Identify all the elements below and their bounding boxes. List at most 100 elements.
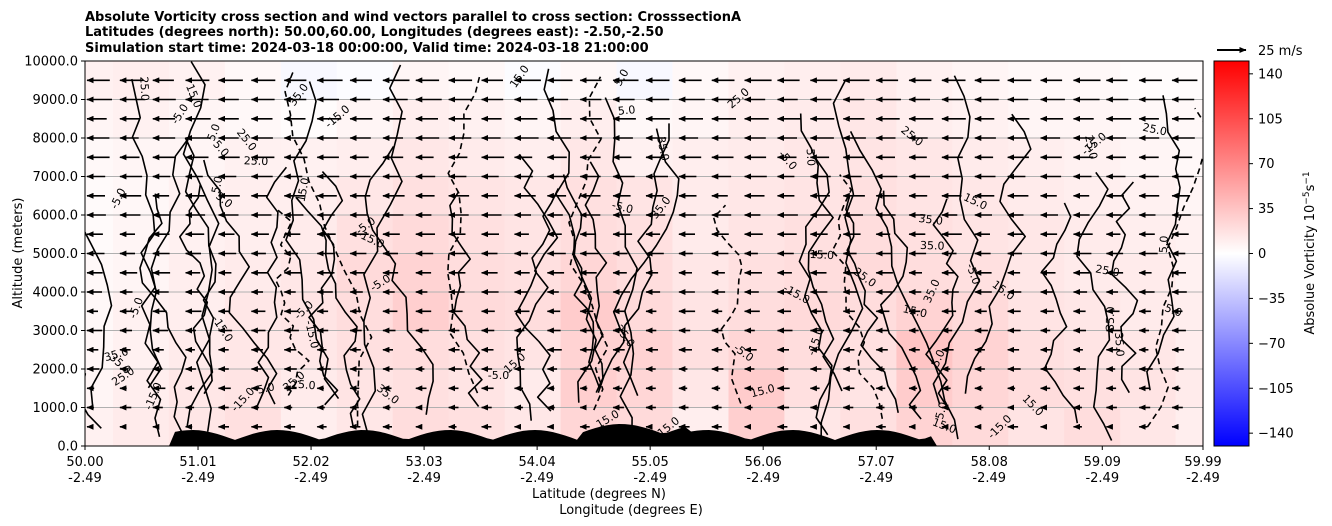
contour-line-negative — [568, 76, 609, 411]
chart-title-line-1: Absolute Vorticity cross section and win… — [85, 10, 741, 25]
contour-label: 5.0 — [209, 175, 225, 195]
contour-line — [820, 80, 864, 446]
x-tick-label-lat: 54.04 — [519, 455, 556, 470]
contour-label: 25.0 — [1082, 134, 1100, 161]
contour-line — [285, 81, 340, 400]
contour-label: -15.0 — [302, 319, 321, 350]
y-tick-label: 9000.0 — [33, 93, 79, 108]
quiver-key: 25 m/s — [1217, 44, 1303, 59]
contour-line-negative — [274, 209, 310, 396]
contour-label: 35.0 — [1112, 332, 1127, 357]
contour-line — [515, 188, 560, 412]
contour-label: 35.0 — [654, 135, 671, 162]
plot-area: 5.0 15.0 25.0 35.0 -5.0 -15.0 5.0 15.0 25.0 35.0 -… — [84, 60, 1204, 447]
contour-line — [1146, 95, 1181, 391]
chart-title-line-2: Latitudes (degrees north): 50.00,60.00, … — [85, 25, 664, 40]
contour-line — [308, 171, 344, 406]
colorbar: 140 105 70 35 0 −35 −70 −105 −140 Absolue Vortic… — [1213, 60, 1318, 447]
contour-label: 25.0 — [137, 76, 151, 101]
contour-label: 5.0 — [256, 380, 276, 396]
y-tick-label: 6000.0 — [33, 209, 79, 224]
x-tick-label-lon: -2.49 — [407, 471, 441, 486]
contour-label: -5.0 — [488, 369, 509, 382]
contour-label: 25.0 — [291, 377, 317, 392]
vorticity-cell — [728, 330, 785, 370]
x-tick-label-lat: 50.00 — [66, 455, 103, 470]
x-tick-label-lon: -2.49 — [181, 471, 215, 486]
y-tick-label: 10000.0 — [24, 55, 78, 70]
colorbar-ticks: 140 105 70 35 0 −35 −70 −105 −140 — [1249, 67, 1294, 442]
contour-line — [255, 166, 288, 408]
x-tick-label-lat: 57.07 — [858, 455, 895, 470]
contour-line — [184, 137, 217, 427]
contour-line — [597, 123, 670, 394]
contour-label: 5.0 — [929, 348, 948, 369]
contour-label: 35.0 — [920, 239, 945, 253]
x-tick-label-lon: -2.49 — [633, 471, 667, 486]
contour-line — [584, 161, 608, 393]
quiver-key-label: 25 m/s — [1258, 44, 1303, 59]
colorbar-tick-label: −105 — [1258, 382, 1294, 397]
colorbar-tick-label: −140 — [1258, 427, 1294, 442]
contour-line — [1040, 202, 1079, 424]
contour-label: 25.0 — [1141, 121, 1168, 139]
y-tick-label: 5000.0 — [33, 247, 79, 262]
x-tick-label-lat: 51.01 — [179, 455, 216, 470]
contour-line-negative — [712, 204, 743, 404]
x-tick-label-lon: -2.49 — [1085, 471, 1119, 486]
x-tick-label-lon: -2.49 — [859, 471, 893, 486]
x-axis-label-longitude: Longitude (degrees E) — [559, 503, 703, 518]
chart-title-line-3: Simulation start time: 2024-03-18 00:00:… — [85, 41, 649, 56]
contour-line — [516, 153, 559, 421]
y-tick-label: 3000.0 — [33, 324, 79, 339]
y-tick-label: 8000.0 — [33, 132, 79, 147]
x-tick-label-lat: 58.08 — [971, 455, 1008, 470]
x-tick-label-lat: 55.05 — [632, 455, 669, 470]
vorticity-cell — [168, 369, 226, 408]
y-axis-label: Altitude (meters) — [11, 198, 26, 309]
contour-label: -5.0 — [611, 199, 635, 217]
colorbar-tick-label: 35 — [1258, 202, 1275, 217]
contour-line — [880, 190, 922, 420]
contour-label: 15.0 — [749, 382, 776, 401]
contour-line — [179, 184, 213, 395]
vorticity-cell — [616, 369, 674, 408]
contour-label: 15.0 — [809, 248, 834, 262]
contour-line — [543, 68, 597, 403]
contour-line — [140, 137, 190, 437]
contour-line — [85, 230, 113, 409]
x-tick-label-lat: 52.02 — [292, 455, 329, 470]
x-tick-label-lat: 59.99 — [1184, 455, 1221, 470]
contour-line — [203, 159, 278, 405]
x-tick-label-lat: 56.06 — [745, 455, 782, 470]
y-tick-label: 0.0 — [57, 440, 78, 455]
contour-line — [1076, 171, 1113, 441]
x-axis-label-latitude: Latitude (degrees N) — [532, 487, 666, 502]
y-tick-label: 2000.0 — [33, 363, 79, 378]
y-tick-label: 7000.0 — [33, 170, 79, 185]
x-tick-label-lon: -2.49 — [746, 471, 780, 486]
contour-lines — [85, 61, 1203, 446]
x-tick-label-lat: 59.09 — [1084, 455, 1121, 470]
contour-label: 35.0 — [918, 212, 944, 228]
colorbar-gradient — [1213, 60, 1250, 447]
contour-line — [845, 195, 899, 413]
contour-line-negative — [1146, 107, 1203, 428]
contour-label: 25.0 — [244, 154, 269, 168]
contour-line — [798, 157, 833, 436]
y-tick-label: 1000.0 — [33, 401, 79, 416]
colorbar-tick-label: −70 — [1258, 337, 1285, 352]
contour-line — [613, 128, 680, 396]
y-axis-ticks: 0.0 1000.0 2000.0 3000.0 4000.0 5000.0 6000.0 7… — [24, 55, 85, 455]
contour-label: 5.0 — [1157, 235, 1171, 253]
contour-line — [1110, 181, 1139, 394]
colorbar-tick-label: 70 — [1258, 157, 1275, 172]
colorbar-tick-label: 140 — [1258, 67, 1283, 82]
contour-line — [364, 145, 434, 415]
contour-line-negative — [831, 174, 884, 419]
contour-line — [449, 191, 483, 407]
contour-label: 5.0 — [617, 103, 636, 118]
vorticity-cell — [560, 369, 618, 408]
vorticity-cell — [1008, 369, 1065, 408]
